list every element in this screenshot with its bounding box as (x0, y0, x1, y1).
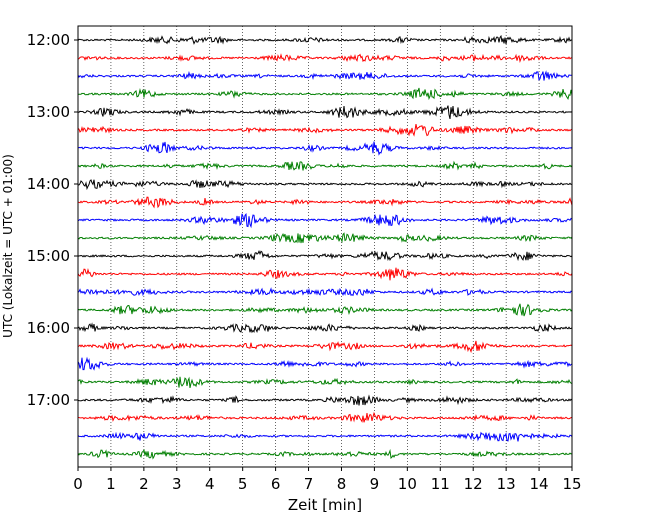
seismic-trace (77, 303, 573, 317)
seismic-trace (77, 123, 573, 137)
seismic-trace (77, 34, 573, 45)
y-axis-label: UTC (Lokalzeit = UTC + 01:00) (1, 154, 15, 338)
x-tick-label: 7 (304, 475, 314, 493)
x-tick-label: 13 (497, 475, 516, 493)
y-tick-label: 13:00 (27, 103, 70, 121)
seismic-trace (77, 53, 573, 63)
seismic-trace (77, 232, 573, 244)
y-tick-label: 12:00 (27, 31, 70, 49)
seismic-trace (77, 141, 573, 156)
x-tick-label: 14 (530, 475, 549, 493)
seismic-trace (77, 179, 573, 191)
trace-group (77, 34, 573, 460)
seismic-trace (77, 87, 573, 101)
seismic-trace (77, 212, 573, 229)
y-tick-label: 14:00 (27, 175, 70, 193)
seismic-trace (77, 70, 573, 81)
x-tick-label: 9 (370, 475, 380, 493)
x-tick-label: 1 (106, 475, 116, 493)
y-tick-label: 17:00 (27, 391, 70, 409)
x-tick-label: 3 (172, 475, 182, 493)
seismic-trace (77, 287, 573, 297)
seismic-trace (77, 249, 573, 262)
y-axis: 12:00 13:00 14:00 15:00 16:00 17:00 (27, 31, 78, 409)
x-tick-label: 5 (238, 475, 248, 493)
x-tick-label: 15 (562, 475, 581, 493)
x-tick-label: 0 (73, 475, 83, 493)
seismic-trace (77, 376, 573, 389)
x-tick-label: 4 (205, 475, 215, 493)
seismic-trace (77, 340, 573, 354)
seismic-trace (77, 196, 573, 209)
seismic-trace (77, 267, 573, 281)
x-tick-label: 2 (139, 475, 149, 493)
seismic-trace (77, 356, 573, 371)
y-tick-label: 15:00 (27, 247, 70, 265)
seismic-trace (77, 411, 573, 423)
x-axis-label: Zeit [min] (288, 496, 362, 514)
x-tick-label: 11 (431, 475, 450, 493)
x-tick-label: 6 (271, 475, 281, 493)
seismic-trace (77, 105, 573, 120)
y-tick-label: 16:00 (27, 319, 70, 337)
seismic-trace (77, 322, 573, 334)
x-tick-label: 8 (337, 475, 347, 493)
x-tick-label: 10 (398, 475, 417, 493)
seismic-trace (77, 394, 573, 406)
seismic-trace (77, 160, 573, 171)
plot-frame (77, 25, 573, 468)
seismic-trace (77, 448, 573, 460)
seismic-trace (77, 431, 573, 442)
x-tick-label: 12 (464, 475, 483, 493)
x-axis: 0 1 2 3 4 5 6 7 8 9 10 11 12 13 14 15 (73, 467, 582, 493)
